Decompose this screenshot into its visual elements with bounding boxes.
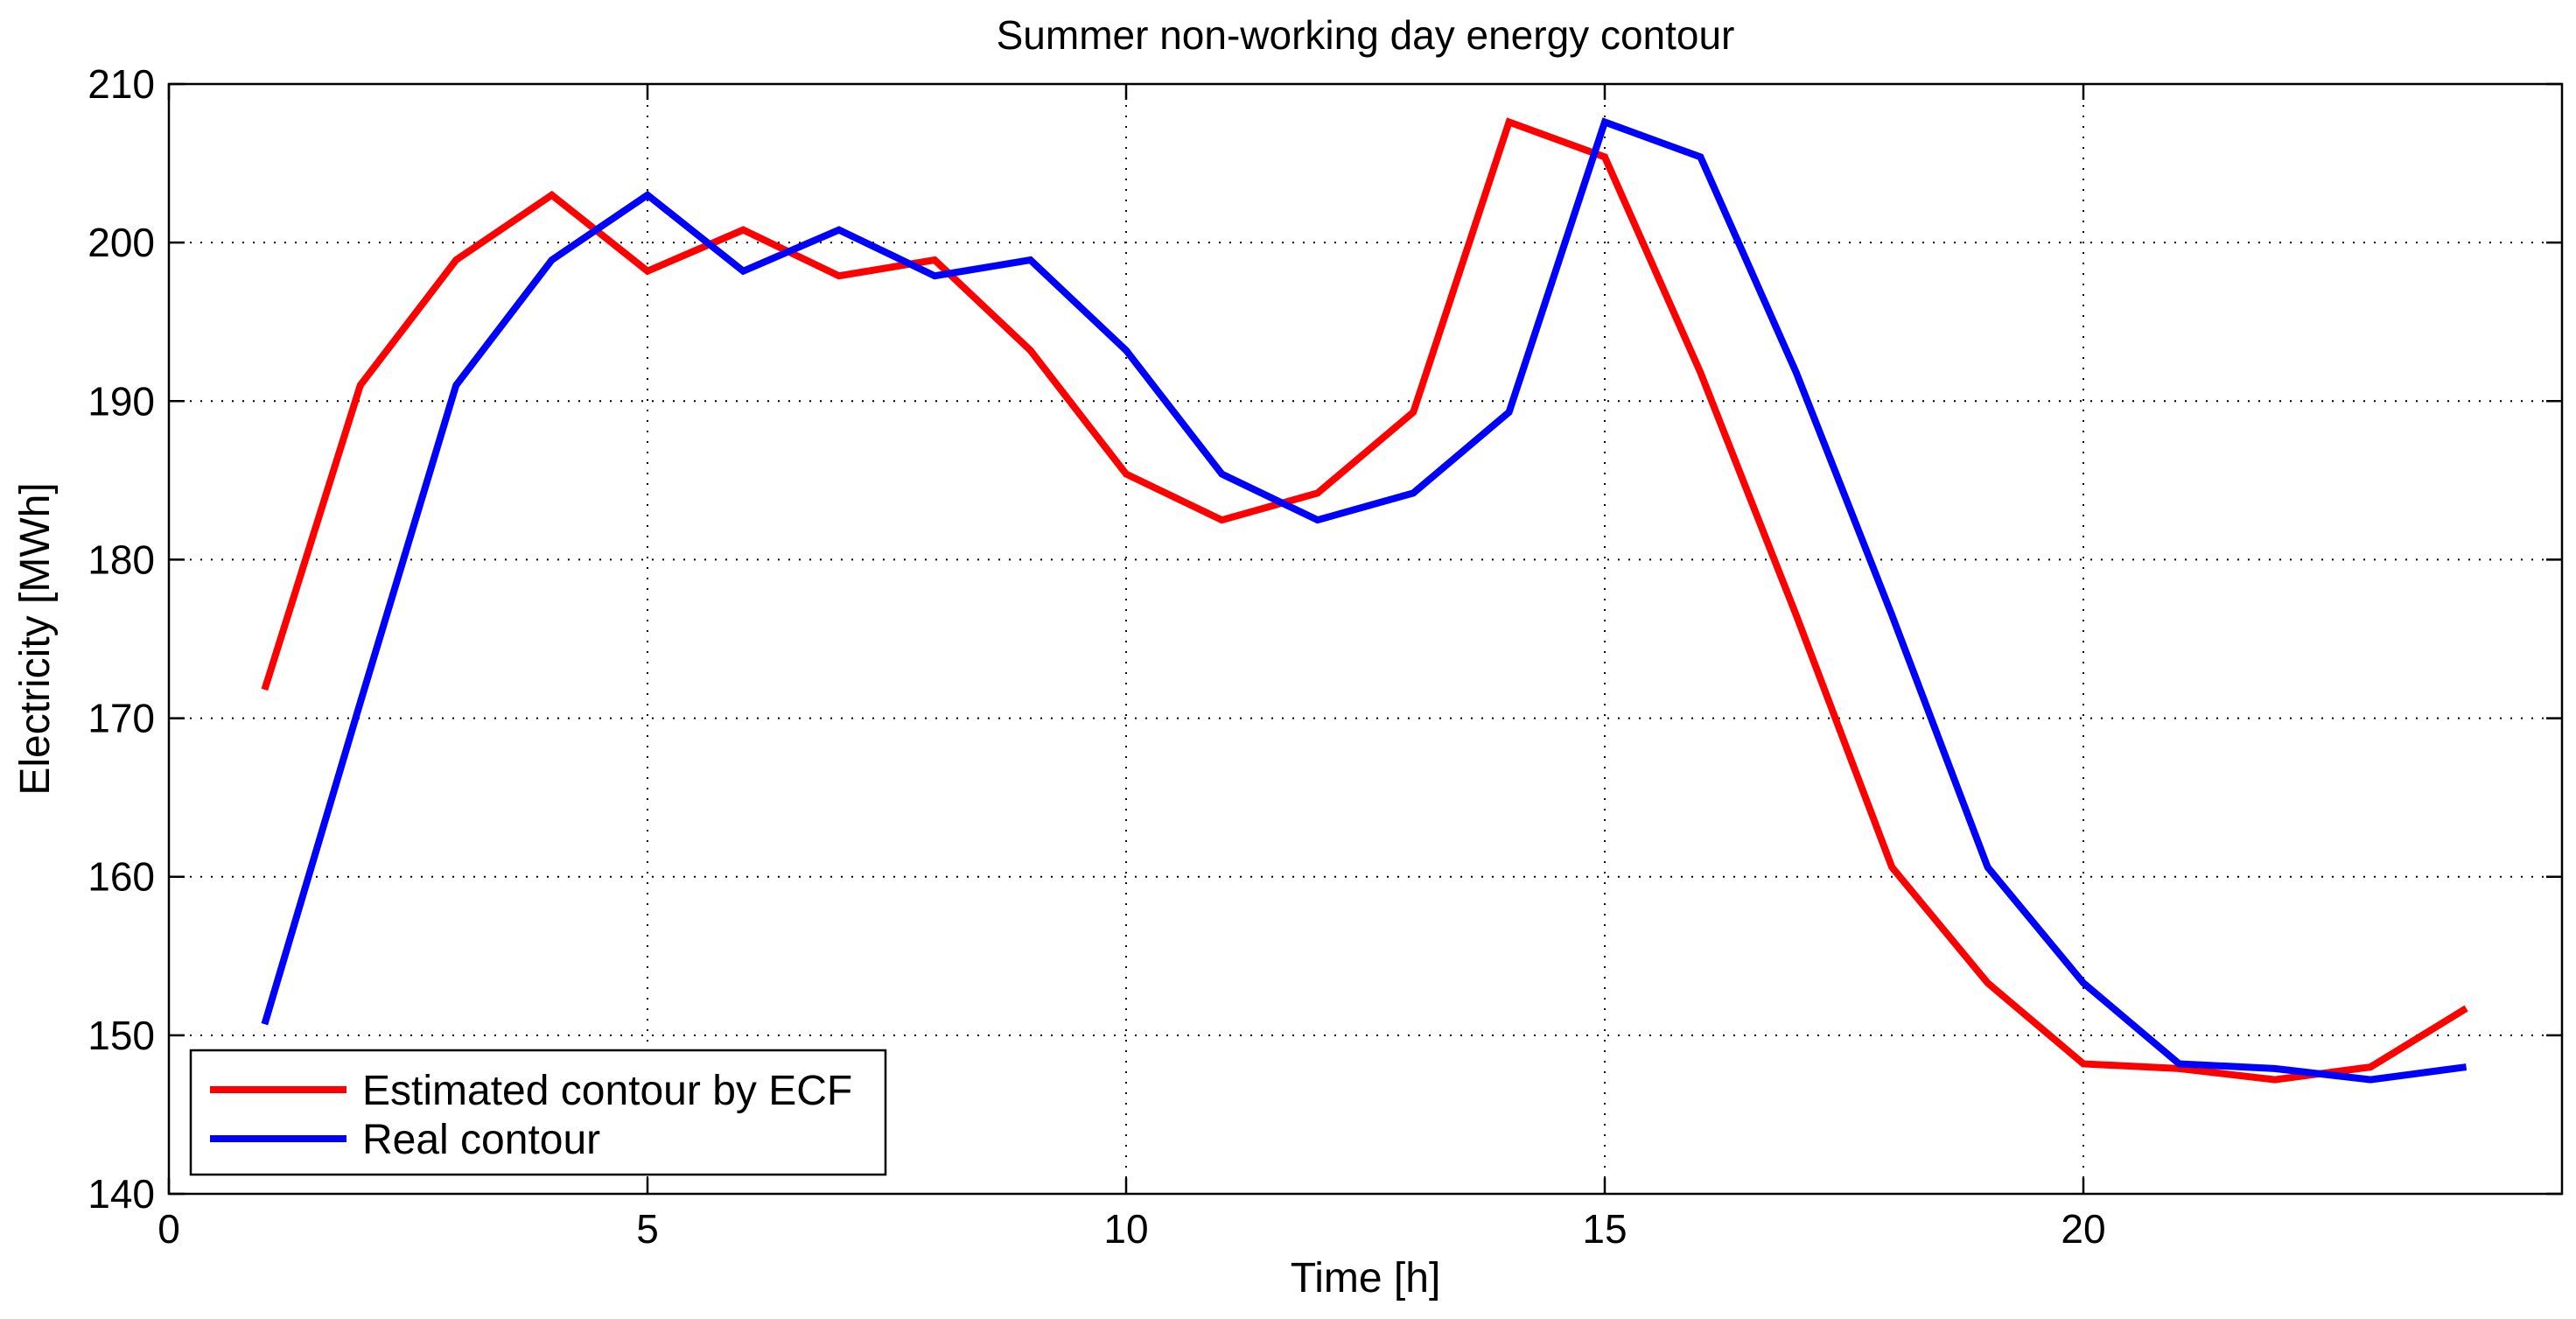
y-tick-label: 190	[88, 378, 155, 424]
y-tick-label: 160	[88, 854, 155, 900]
legend-label: Estimated contour by ECF	[362, 1068, 852, 1114]
legend-box	[189, 1049, 887, 1176]
legend-label: Real contour	[362, 1117, 600, 1163]
y-tick-label: 150	[88, 1013, 155, 1058]
x-tick-label: 5	[636, 1206, 659, 1252]
y-tick-label: 180	[88, 537, 155, 582]
plot-area-frame	[167, 82, 2564, 1196]
x-tick-label: 0	[158, 1206, 180, 1252]
x-tick-label: 20	[2061, 1206, 2105, 1252]
chart-title: Summer non-working day energy contour	[997, 12, 1735, 58]
series-lines	[261, 117, 2468, 1084]
y-tick-label: 210	[88, 61, 155, 107]
series-line-estimated	[261, 117, 2468, 1084]
x-tick-label: 10	[1103, 1206, 1148, 1252]
grid	[169, 84, 2562, 1194]
x-axis-label: Time [h]	[1291, 1255, 1441, 1301]
y-tick-label: 200	[88, 220, 155, 265]
series-line-real	[261, 117, 2468, 1084]
x-tick-label: 15	[1582, 1206, 1627, 1252]
y-tick-label: 170	[88, 696, 155, 741]
axis-ticks: 0 5 10 15 20 140 150 160 170 180 190 200 210	[88, 61, 2562, 1252]
y-tick-label: 140	[88, 1171, 155, 1217]
y-axis-label: Electricity [MWh]	[12, 482, 59, 795]
